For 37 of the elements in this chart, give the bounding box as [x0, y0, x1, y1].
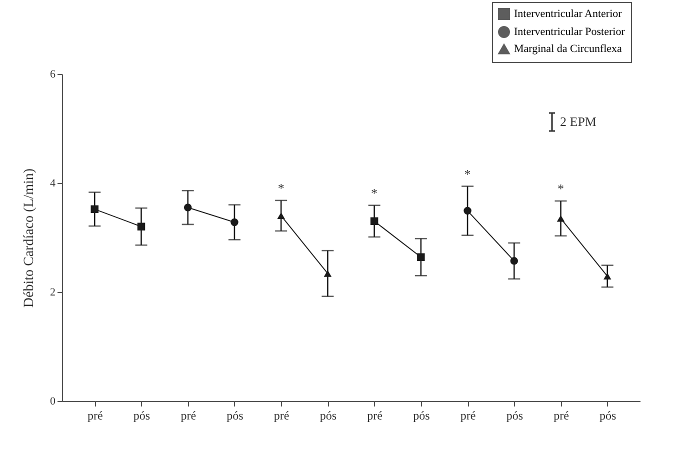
data-label: *: [371, 185, 378, 200]
y-axis-title: Débito Cardíaco (L/min): [22, 168, 37, 308]
x-tick-label: pós: [506, 408, 524, 422]
x-tick-label: pré: [554, 408, 569, 422]
point: [324, 270, 332, 277]
legend-label: Interventricular Posterior: [514, 26, 626, 38]
x-tick-label: pré: [460, 408, 476, 422]
x-tick-label: pré: [180, 408, 196, 422]
x-tick-label: pós: [226, 408, 244, 422]
legend-label: Interventricular Anterior: [514, 8, 622, 20]
point: [90, 205, 98, 214]
x-tick-label: pré: [274, 408, 290, 422]
point: [184, 204, 192, 212]
point: [556, 215, 565, 222]
y-tick-label: 6: [50, 68, 56, 80]
data-label: *: [558, 180, 564, 196]
point: [230, 218, 238, 226]
y-tick-label: 4: [50, 178, 56, 190]
point: [417, 253, 425, 261]
x-tick-label: pós: [320, 408, 337, 422]
x-tick-label: pré: [87, 408, 103, 422]
y-tick-label: 2: [50, 286, 56, 298]
point: [277, 212, 285, 220]
x-tick-label: pós: [413, 408, 430, 422]
y-tick-label: 0: [50, 396, 56, 408]
point: [510, 257, 518, 265]
x-tick-label: pré: [367, 408, 382, 422]
annotation: 2 EPM: [560, 114, 596, 130]
x-tick-label: pós: [133, 408, 150, 422]
legend-label: Marginal da Circunflexa: [514, 43, 622, 55]
data-label: *: [464, 166, 471, 182]
point: [604, 272, 612, 280]
data-label: *: [278, 180, 284, 196]
point: [370, 217, 378, 226]
point: [137, 222, 146, 230]
point: [464, 206, 472, 215]
x-tick-label: pós: [600, 408, 617, 422]
